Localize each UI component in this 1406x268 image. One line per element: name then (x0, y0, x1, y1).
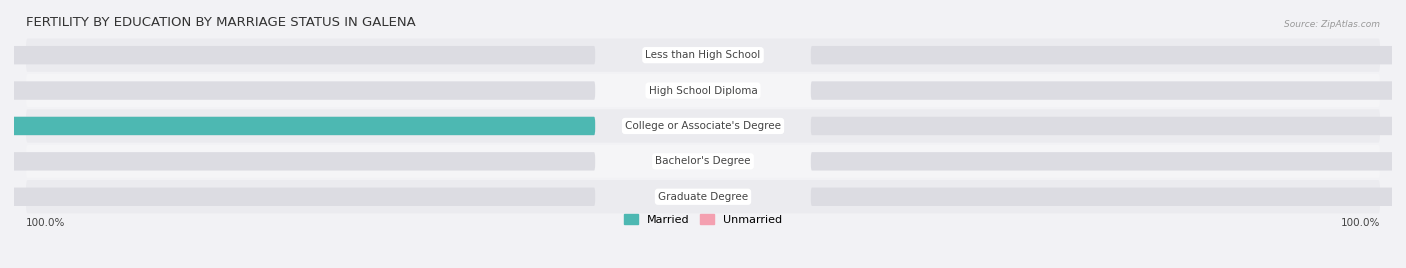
FancyBboxPatch shape (0, 152, 595, 170)
FancyBboxPatch shape (811, 46, 1406, 64)
FancyBboxPatch shape (811, 81, 1406, 100)
FancyBboxPatch shape (811, 188, 1406, 206)
Text: Source: ZipAtlas.com: Source: ZipAtlas.com (1284, 20, 1379, 29)
FancyBboxPatch shape (27, 74, 1379, 107)
Text: Graduate Degree: Graduate Degree (658, 192, 748, 202)
FancyBboxPatch shape (0, 188, 595, 206)
FancyBboxPatch shape (811, 152, 1406, 170)
Text: FERTILITY BY EDUCATION BY MARRIAGE STATUS IN GALENA: FERTILITY BY EDUCATION BY MARRIAGE STATU… (27, 16, 416, 29)
Text: Less than High School: Less than High School (645, 50, 761, 60)
FancyBboxPatch shape (0, 117, 595, 135)
FancyBboxPatch shape (27, 39, 1379, 72)
Text: Bachelor's Degree: Bachelor's Degree (655, 156, 751, 166)
FancyBboxPatch shape (27, 180, 1379, 213)
FancyBboxPatch shape (0, 46, 595, 64)
FancyBboxPatch shape (27, 145, 1379, 178)
FancyBboxPatch shape (27, 109, 1379, 143)
Text: College or Associate's Degree: College or Associate's Degree (626, 121, 780, 131)
Text: 100.0%: 100.0% (27, 218, 66, 228)
FancyBboxPatch shape (0, 81, 595, 100)
Legend: Married, Unmarried: Married, Unmarried (620, 210, 786, 229)
FancyBboxPatch shape (0, 117, 595, 135)
Text: High School Diploma: High School Diploma (648, 85, 758, 96)
FancyBboxPatch shape (811, 117, 1406, 135)
Text: 100.0%: 100.0% (1340, 218, 1379, 228)
